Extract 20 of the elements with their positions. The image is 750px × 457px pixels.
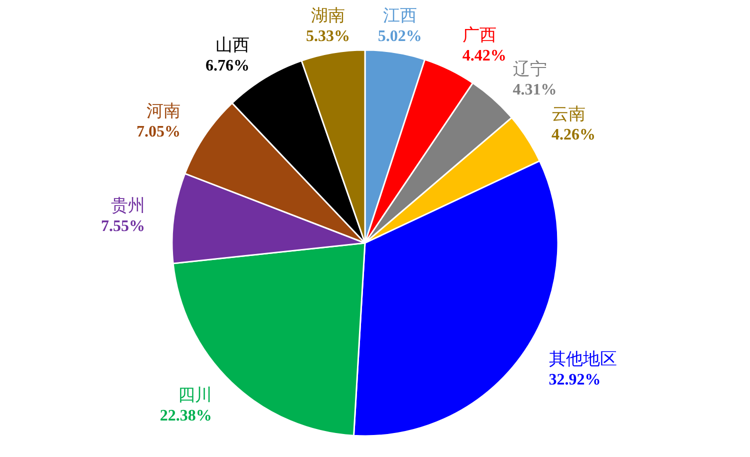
slice-label: 其他地区: [548, 349, 617, 368]
data-label: 4.42%: [462, 48, 506, 65]
data-label: 5.02%: [378, 28, 422, 45]
data-label: 7.05%: [136, 124, 181, 141]
data-label: 4.26%: [551, 126, 596, 144]
slice-label: 山西: [216, 35, 250, 54]
data-label: 22.38%: [160, 408, 212, 425]
data-label: 4.31%: [512, 81, 557, 98]
data-label: 5.33%: [306, 28, 350, 46]
slice-label: 江西: [382, 6, 417, 25]
slice-label: 湖南: [311, 6, 346, 26]
data-label: 32.92%: [548, 371, 601, 388]
slice-label: 广西: [462, 26, 496, 45]
slice-label: 贵州: [110, 196, 145, 216]
slice-label: 云南: [551, 104, 586, 124]
slice-label: 河南: [146, 102, 181, 121]
data-label: 6.76%: [206, 57, 250, 74]
slice-label: 辽宁: [512, 59, 547, 78]
data-label: 7.55%: [100, 218, 145, 236]
slice-label: 四川: [178, 386, 212, 405]
